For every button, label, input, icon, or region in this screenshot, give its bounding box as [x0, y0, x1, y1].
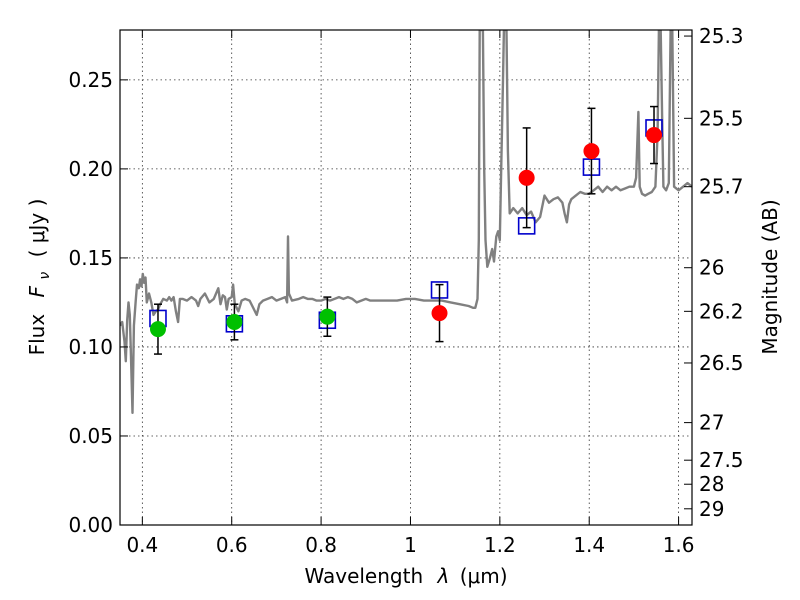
x-tick-label: 1.2	[484, 533, 516, 557]
axis-ticks	[120, 30, 692, 526]
grid-lines	[120, 30, 692, 526]
y-axis-label-symbol: F	[25, 285, 49, 297]
y-tick-label: 0.05	[68, 424, 113, 448]
x-tick-label: 0.8	[305, 533, 337, 557]
x-tick-label: 1	[404, 533, 417, 557]
y2-tick-label: 25.7	[699, 175, 744, 199]
y-tick-label: 0.20	[68, 157, 113, 181]
y-tick-label: 0.15	[68, 246, 113, 270]
y-axis-label-subscript: ν	[37, 272, 53, 280]
y2-tick-label: 26.2	[699, 299, 744, 323]
x-axis-label: Wavelength λ (μm)	[304, 564, 507, 588]
x-tick-label: 1.4	[573, 533, 605, 557]
plot-frame	[119, 29, 693, 526]
observed-optical-point	[319, 308, 336, 325]
model-spectrum	[120, 30, 692, 414]
y-tick-label: 0.10	[68, 335, 113, 359]
y-tick-labels: 0.00 0.05 0.10 0.15 0.20 0.25	[68, 68, 113, 537]
y2-axis-label: Magnitude (AB)	[758, 199, 782, 354]
x-axis-label-unit: (μm)	[460, 564, 508, 588]
y-tick-label: 0.00	[68, 513, 113, 537]
model-spectrum-line	[120, 30, 692, 414]
y2-tick-label: 27	[699, 411, 724, 435]
observed-nir-point	[431, 305, 448, 322]
observed-nir-point	[646, 127, 663, 144]
observed-nir-point	[518, 169, 535, 186]
photometry-points	[149, 105, 663, 355]
y2-tick-label: 26.5	[699, 351, 744, 375]
x-axis-label-symbol: λ	[437, 564, 450, 588]
observed-nir-point	[583, 143, 600, 160]
x-axis-label-text: Wavelength	[304, 564, 423, 588]
y-axis-label-text: Flux	[25, 314, 49, 356]
x-tick-labels: 0.4 0.6 0.8 1 1.2 1.4 1.6	[126, 533, 694, 557]
y2-tick-label: 29	[699, 497, 724, 521]
y-axis-label: Flux F ν ( μJy )	[25, 199, 54, 356]
x-tick-label: 1.6	[663, 533, 695, 557]
x-tick-label: 0.4	[126, 533, 158, 557]
y2-tick-label: 26	[699, 256, 724, 280]
y2-tick-label: 27.5	[699, 448, 744, 472]
y-tick-label: 0.25	[68, 68, 113, 92]
y-axis-label-unit: ( μJy )	[25, 199, 49, 258]
y2-tick-label: 28	[699, 472, 724, 496]
y2-tick-label: 25.3	[699, 24, 744, 48]
observed-optical-point	[149, 321, 166, 338]
observed-optical-point	[226, 314, 243, 331]
x-tick-label: 0.6	[216, 533, 248, 557]
y2-tick-label: 25.5	[699, 106, 744, 130]
